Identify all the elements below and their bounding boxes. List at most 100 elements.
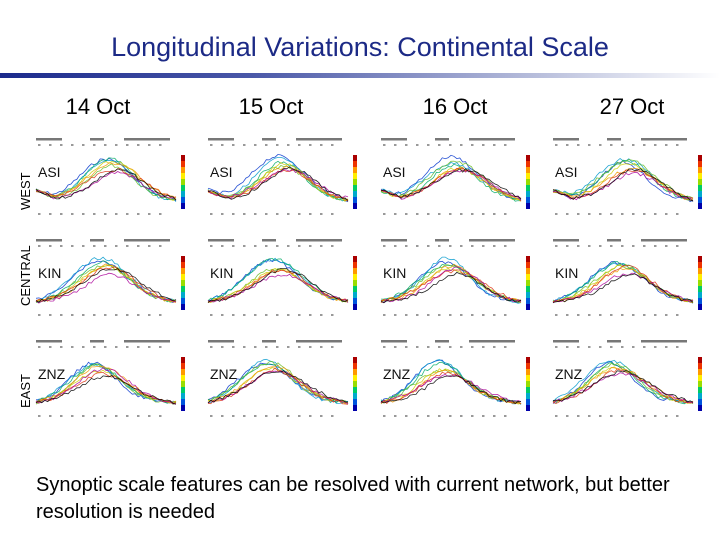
plot-trace <box>552 362 694 405</box>
plot-tick <box>49 213 52 215</box>
plot-tick <box>632 213 635 215</box>
plot-tick <box>287 346 290 348</box>
plot-tick <box>331 213 334 215</box>
plot-tick <box>449 245 452 247</box>
plot-tick <box>610 144 613 146</box>
plot-tick <box>309 346 312 348</box>
plot-tick <box>49 346 52 348</box>
plot-header-text <box>36 239 62 242</box>
plot-tick <box>482 314 485 316</box>
plot-tick <box>38 314 41 316</box>
plot-tick <box>137 314 140 316</box>
plot-tick <box>115 144 118 146</box>
plot-tick <box>265 245 268 247</box>
plot-trace <box>35 365 177 404</box>
station-label: ZNZ <box>555 366 583 382</box>
colorbar-segment <box>353 399 357 405</box>
plot-tick <box>232 346 235 348</box>
plot-panel-central-1: KIN <box>28 234 188 320</box>
plot-tick <box>254 144 257 146</box>
plot-tick <box>254 415 257 417</box>
colorbar-segment <box>526 203 530 209</box>
colorbar-segment <box>353 304 357 310</box>
plot-tick <box>137 415 140 417</box>
plot-tick <box>93 314 96 316</box>
plot-tick <box>471 144 474 146</box>
colorbar-segment <box>353 167 357 173</box>
plot-tick <box>610 314 613 316</box>
station-label: ASI <box>38 164 61 180</box>
plot-tick <box>394 213 397 215</box>
plot-tick <box>331 314 334 316</box>
colorbar-segment <box>181 286 185 292</box>
plot-tick <box>254 245 257 247</box>
plot-tick <box>566 213 569 215</box>
plot-tick <box>93 213 96 215</box>
plot-tick <box>493 346 496 348</box>
plot-thumbnail <box>35 138 185 215</box>
plot-tick <box>243 144 246 146</box>
station-label: KIN <box>210 265 234 281</box>
plot-tick <box>438 314 441 316</box>
plot-tick <box>49 415 52 417</box>
plot-header-text <box>641 239 687 242</box>
plot-tick <box>405 314 408 316</box>
colorbar-segment <box>698 375 702 381</box>
plot-tick <box>665 144 668 146</box>
plot-tick <box>383 346 386 348</box>
plot-trace <box>552 265 694 304</box>
plot-thumbnail <box>380 239 530 316</box>
plot-trace <box>207 367 349 404</box>
plot-tick <box>449 415 452 417</box>
plot-tick <box>427 245 430 247</box>
plot-tick <box>676 213 679 215</box>
plot-tick <box>265 415 268 417</box>
plot-tick <box>555 346 558 348</box>
colorbar-segment <box>181 405 185 411</box>
plot-header-text <box>124 239 170 242</box>
plot-tick <box>104 314 107 316</box>
plot-tick <box>438 213 441 215</box>
plot-tick <box>405 346 408 348</box>
plot-tick <box>298 245 301 247</box>
plot-tick <box>449 213 452 215</box>
column-header-2: 15 Oct <box>238 94 304 119</box>
plot-tick <box>148 314 151 316</box>
plot-tick <box>82 314 85 316</box>
plot-header-text <box>36 138 62 141</box>
plot-tick <box>449 314 452 316</box>
colorbar-segment <box>353 179 357 185</box>
plot-tick <box>394 314 397 316</box>
plot-tick <box>309 314 312 316</box>
colorbar-segment <box>698 393 702 399</box>
colorbar-segment <box>181 393 185 399</box>
plot-tick <box>104 144 107 146</box>
slide-footer-text: Synoptic scale features can be resolved … <box>36 474 670 523</box>
plot-tick <box>298 415 301 417</box>
plot-header-text <box>381 340 407 343</box>
plot-tick <box>137 346 140 348</box>
plot-tick <box>632 415 635 417</box>
colorbar-segment <box>353 280 357 286</box>
plot-tick <box>126 144 129 146</box>
plot-tick <box>71 346 74 348</box>
plot-tick <box>276 213 279 215</box>
plot-tick <box>394 144 397 146</box>
plot-tick <box>383 213 386 215</box>
plot-tick <box>320 415 323 417</box>
plot-trace <box>35 263 177 303</box>
plot-panel-central-2: KIN <box>200 234 360 320</box>
colorbar-segment <box>353 357 357 363</box>
plot-tick <box>148 346 151 348</box>
colorbar-segment <box>526 405 530 411</box>
plot-tick <box>460 213 463 215</box>
plot-tick <box>493 213 496 215</box>
plot-thumbnail <box>552 340 702 417</box>
plot-tick <box>416 346 419 348</box>
plot-tick <box>309 144 312 146</box>
plot-tick <box>126 314 129 316</box>
plot-tick <box>577 314 580 316</box>
colorbar-segment <box>698 155 702 161</box>
colorbar-segment <box>526 363 530 369</box>
plot-tick <box>665 314 668 316</box>
